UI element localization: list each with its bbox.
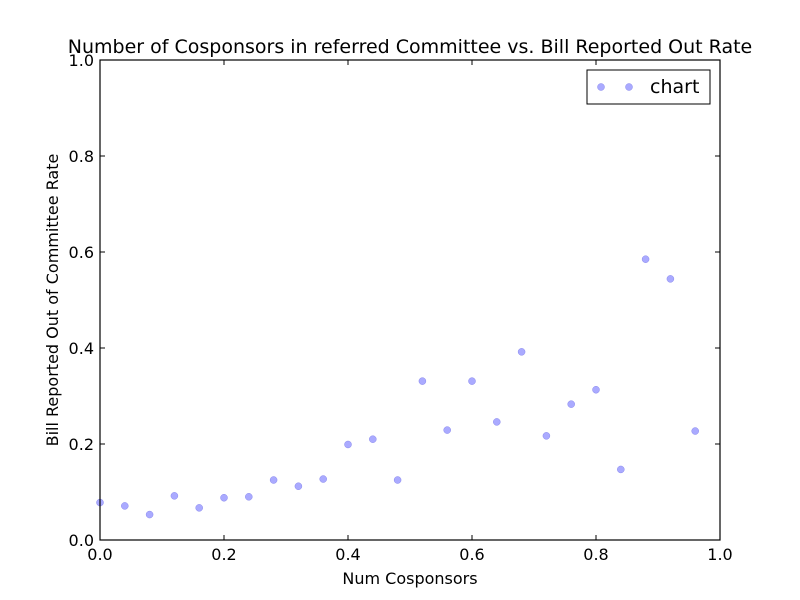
legend-label: chart (650, 76, 699, 98)
data-point (567, 400, 575, 408)
legend-marker (625, 83, 633, 91)
data-point (369, 435, 377, 443)
x-axis-label: Num Cosponsors (342, 569, 477, 588)
legend-marker (597, 83, 605, 91)
data-point (691, 427, 699, 435)
data-point (170, 492, 179, 500)
data-point (617, 465, 625, 474)
y-tick-label: 0.0 (69, 531, 94, 550)
legend: chart (586, 69, 711, 105)
chart-title: Number of Cosponsors in referred Committ… (68, 36, 752, 58)
data-point (195, 504, 203, 512)
y-tick-label: 0.2 (69, 435, 94, 454)
data-point (493, 418, 501, 426)
data-point (641, 255, 650, 263)
data-point (245, 493, 253, 501)
x-tick-label: 0.6 (459, 545, 484, 564)
x-axis-ticks: 0.0 0.2 0.4 0.6 0.8 1.0 (87, 60, 733, 564)
data-point (121, 502, 129, 510)
legend-box (586, 69, 711, 105)
data-point (418, 377, 427, 385)
data-point (666, 275, 675, 283)
x-tick-label: 0.8 (583, 545, 608, 564)
data-point (393, 476, 402, 484)
data-point (269, 476, 278, 484)
data-point (542, 432, 551, 440)
y-axis-label: Bill Reported Out of Committee Rate (43, 154, 62, 447)
data-point (344, 440, 352, 449)
x-tick-label: 0.0 (87, 545, 112, 564)
data-point (319, 475, 327, 483)
y-tick-label: 0.8 (69, 147, 94, 166)
data-points (96, 255, 699, 519)
data-point (220, 494, 228, 502)
y-tick-label: 1.0 (69, 51, 94, 70)
data-point (294, 482, 303, 490)
y-tick-label: 0.4 (69, 339, 94, 358)
y-axis-ticks: 0.0 0.2 0.4 0.6 0.8 1.0 (69, 51, 720, 550)
x-tick-label: 0.4 (335, 545, 360, 564)
data-point (592, 386, 600, 394)
y-tick-label: 0.6 (69, 243, 94, 262)
x-tick-label: 1.0 (707, 545, 732, 564)
plot-frame (99, 59, 721, 541)
data-point (517, 348, 526, 356)
data-point (145, 510, 154, 519)
data-point (443, 426, 451, 434)
data-point (468, 377, 476, 385)
x-tick-label: 0.2 (211, 545, 236, 564)
